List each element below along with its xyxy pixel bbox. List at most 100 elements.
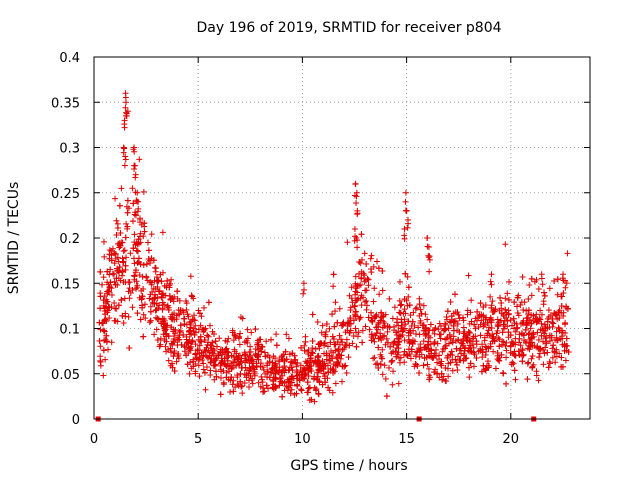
data-point xyxy=(124,223,131,230)
data-point xyxy=(344,239,351,246)
data-point xyxy=(149,299,156,306)
data-point xyxy=(523,321,530,328)
data-point xyxy=(189,293,196,300)
data-point xyxy=(106,284,113,291)
data-point xyxy=(241,339,248,346)
data-point xyxy=(330,283,337,290)
data-point xyxy=(106,304,113,311)
data-point xyxy=(488,281,495,288)
data-point xyxy=(315,391,322,398)
data-point xyxy=(115,267,122,274)
data-point xyxy=(159,299,166,306)
data-point xyxy=(139,304,146,311)
data-point xyxy=(308,396,315,403)
data-point xyxy=(487,278,494,285)
data-point xyxy=(378,309,385,316)
data-point xyxy=(529,364,536,371)
data-point xyxy=(541,321,548,328)
data-point xyxy=(521,299,528,306)
data-point xyxy=(291,356,298,363)
data-point xyxy=(177,327,184,334)
data-point xyxy=(425,365,432,372)
data-point xyxy=(424,361,431,368)
data-point xyxy=(171,316,178,323)
data-point xyxy=(477,332,484,339)
data-point xyxy=(157,335,164,342)
data-point xyxy=(401,225,408,232)
data-point xyxy=(217,391,224,398)
data-point xyxy=(452,338,459,345)
data-point xyxy=(361,299,368,306)
data-point xyxy=(259,344,266,351)
data-point xyxy=(281,387,288,394)
data-point xyxy=(466,342,473,349)
data-point xyxy=(528,320,535,327)
data-point xyxy=(204,332,211,339)
data-point xyxy=(287,375,294,382)
data-point xyxy=(337,355,344,362)
data-point xyxy=(562,284,569,291)
data-point xyxy=(313,376,320,383)
data-point xyxy=(299,368,306,375)
data-point xyxy=(405,329,412,336)
data-point xyxy=(525,359,532,366)
data-point xyxy=(546,332,553,339)
data-point xyxy=(488,304,495,311)
data-point xyxy=(442,336,449,343)
data-point xyxy=(152,307,159,314)
data-point xyxy=(395,380,402,387)
y-tick-label: 0.3 xyxy=(59,142,80,157)
data-point xyxy=(365,282,372,289)
data-point xyxy=(294,383,301,390)
data-point xyxy=(300,290,307,297)
data-point xyxy=(305,385,312,392)
data-point xyxy=(120,278,127,285)
data-point xyxy=(262,353,269,360)
data-point xyxy=(200,366,207,373)
data-point xyxy=(293,369,300,376)
data-point xyxy=(335,351,342,358)
data-point xyxy=(504,290,511,297)
data-point xyxy=(472,325,479,332)
data-point xyxy=(524,345,531,352)
data-point xyxy=(114,225,121,232)
data-point xyxy=(172,327,179,334)
data-point xyxy=(412,305,419,312)
data-point xyxy=(104,346,111,353)
data-point xyxy=(165,306,172,313)
data-point xyxy=(425,244,432,251)
data-point xyxy=(123,99,130,106)
data-point xyxy=(547,312,554,319)
data-point xyxy=(520,317,527,324)
data-point xyxy=(498,300,505,307)
data-point xyxy=(252,326,259,333)
data-point xyxy=(184,311,191,318)
data-point xyxy=(505,296,512,303)
data-point xyxy=(106,251,113,258)
data-point xyxy=(230,337,237,344)
data-point xyxy=(514,294,521,301)
data-point xyxy=(283,356,290,363)
data-point xyxy=(332,299,339,306)
data-point xyxy=(101,328,108,335)
data-point xyxy=(497,317,504,324)
data-point xyxy=(106,315,113,322)
data-point xyxy=(263,338,270,345)
data-point xyxy=(159,306,166,313)
data-point xyxy=(422,332,429,339)
data-point xyxy=(377,317,384,324)
data-point xyxy=(487,293,494,300)
data-point xyxy=(549,345,556,352)
data-point xyxy=(249,380,256,387)
data-point xyxy=(357,295,364,302)
data-point xyxy=(133,240,140,247)
data-point xyxy=(246,383,253,390)
data-point xyxy=(97,268,104,275)
data-point xyxy=(449,367,456,374)
data-point xyxy=(210,330,217,337)
data-point xyxy=(303,360,310,367)
data-point xyxy=(382,375,389,382)
data-point xyxy=(541,292,548,299)
data-point xyxy=(258,348,265,355)
data-point xyxy=(225,349,232,356)
